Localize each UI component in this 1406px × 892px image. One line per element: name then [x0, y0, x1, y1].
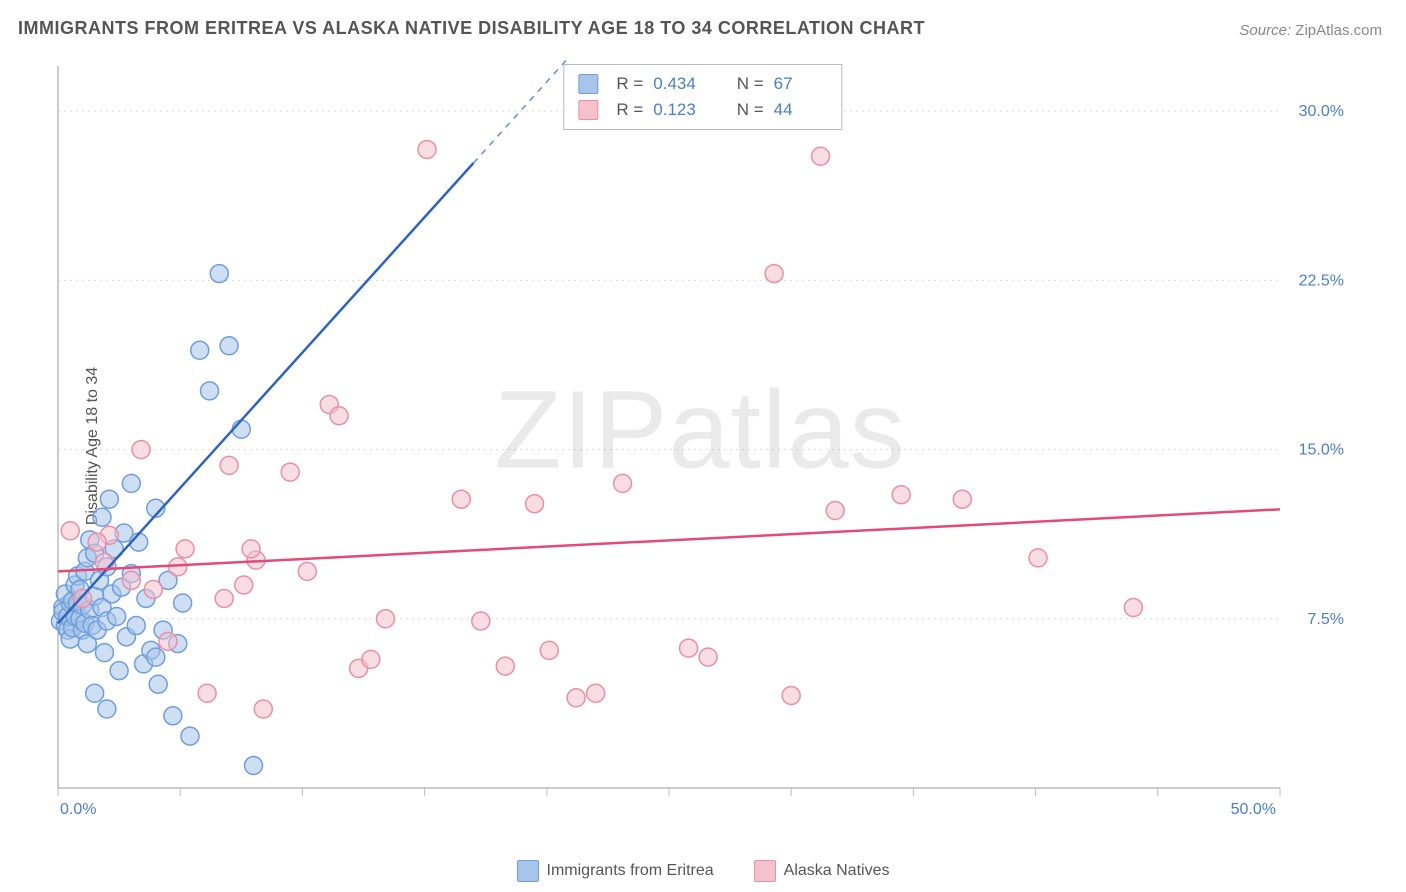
svg-text:7.5%: 7.5%	[1308, 611, 1344, 628]
svg-text:22.5%: 22.5%	[1299, 272, 1344, 289]
stats-legend: R = 0.434 N = 67 R = 0.123 N = 44	[563, 64, 842, 130]
r-label: R =	[616, 71, 643, 97]
n-label: N =	[737, 97, 764, 123]
legend-swatch	[578, 100, 598, 120]
n-value: 67	[774, 71, 828, 97]
scatter-plot-svg: 7.5% 15.0% 22.5% 30.0% 0.0% 50.0%	[50, 60, 1350, 830]
legend-label: Alaska Natives	[784, 862, 890, 879]
plot-area: 7.5%15.0%22.5%30.0%0.0%50.0% ZIPatlas	[50, 60, 1350, 830]
r-label: R =	[616, 97, 643, 123]
legend-label: Immigrants from Eritrea	[547, 862, 714, 879]
legend-swatch	[578, 74, 598, 94]
chart-title: IMMIGRANTS FROM ERITREA VS ALASKA NATIVE…	[18, 18, 925, 39]
n-value: 44	[774, 97, 828, 123]
svg-text:15.0%: 15.0%	[1299, 442, 1344, 459]
r-value: 0.123	[653, 97, 707, 123]
r-value: 0.434	[653, 71, 707, 97]
legend-item: Alaska Natives	[754, 860, 890, 882]
series-legend: Immigrants from Eritrea Alaska Natives	[0, 860, 1406, 882]
legend-swatch	[754, 860, 776, 882]
stats-row: R = 0.123 N = 44	[578, 97, 827, 123]
svg-text:0.0%: 0.0%	[60, 801, 96, 818]
legend-item: Immigrants from Eritrea	[517, 860, 714, 882]
svg-text:50.0%: 50.0%	[1231, 801, 1276, 818]
source-credit: Source: ZipAtlas.com	[1239, 22, 1382, 39]
source-label: Source:	[1239, 22, 1291, 39]
n-label: N =	[737, 71, 764, 97]
svg-text:30.0%: 30.0%	[1299, 103, 1344, 120]
stats-row: R = 0.434 N = 67	[578, 71, 827, 97]
source-value: ZipAtlas.com	[1295, 22, 1382, 39]
legend-swatch	[517, 860, 539, 882]
